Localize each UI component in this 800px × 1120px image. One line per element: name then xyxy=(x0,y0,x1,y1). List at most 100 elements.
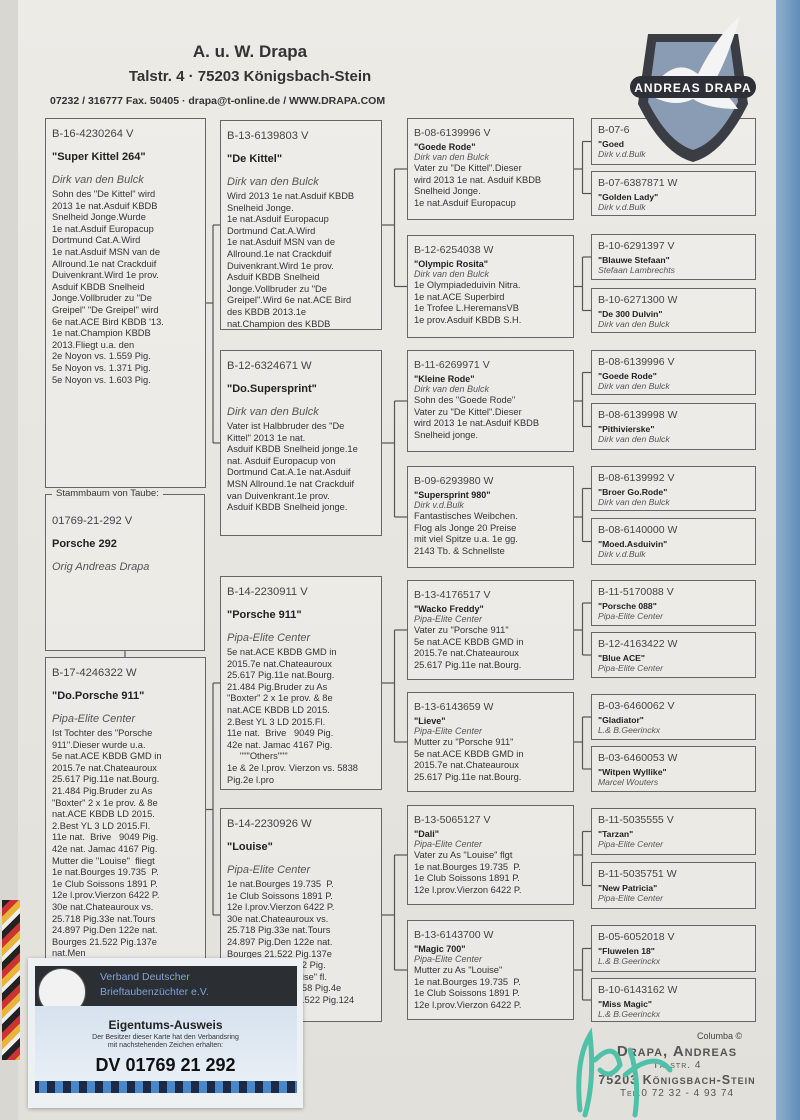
achievements: Mutter zu "Porsche 911" 5e nat.ACE KBDB … xyxy=(414,737,524,782)
achievements: 5e nat.ACE KBDB GMD in 2015.7e nat.Chate… xyxy=(227,647,358,785)
breeder-name: Pipa-Elite Center xyxy=(414,726,483,736)
card-text-line-2: mit nachstehenden Zeichen erhalten: xyxy=(107,1042,224,1049)
ring-number: B-17-4246322 W xyxy=(52,667,137,679)
breeder-name: Dirk van den Bulck xyxy=(598,497,670,507)
pigeon-box: B-11-5035555 V "Tarzan" Pipa-Elite Center xyxy=(591,808,756,855)
org-line-1: Verband Deutscher xyxy=(100,971,190,983)
ring-number: B-05-6052018 V xyxy=(598,931,675,943)
card-ring-number: DV 01769 21 292 xyxy=(95,1055,236,1075)
ring-number: B-07-6 xyxy=(598,124,630,136)
breeder-name: Dirk van den Bulck xyxy=(52,174,144,186)
breeder-name: Marcel Wouters xyxy=(598,777,659,787)
ring-number: B-07-6387871 W xyxy=(598,177,678,189)
pigeon-box: B-07-6387871 W "Golden Lady" Dirk v.d.Bulk xyxy=(591,171,756,216)
pigeon-name: "Goed xyxy=(598,139,625,149)
flag-stripes xyxy=(2,900,20,1060)
pigeon-box: B-12-6324671 W "Do.Supersprint" Dirk van d… xyxy=(220,350,382,536)
pigeon-box: B-14-2230911 V "Porsche 911" Pipa-Elite Ce… xyxy=(220,576,382,790)
copyright: Columba © xyxy=(697,1031,743,1041)
pigeon-box: B-10-6291397 V "Blauwe Stefaan" Stefaan La… xyxy=(591,234,756,280)
breeder-name: Pipa-Elite Center xyxy=(52,713,136,725)
pigeon-box: B-12-6254038 W "Olympic Rosita" Dirk van d… xyxy=(407,235,574,338)
ring-number: B-10-6291397 V xyxy=(598,240,675,252)
stamp-street: Talstr. 4 xyxy=(652,1060,702,1071)
ring-number: B-11-5035555 V xyxy=(598,814,674,826)
breeder-name: Dirk van den Bulck xyxy=(598,434,670,444)
breeder-name: Stefaan Lambrechts xyxy=(598,265,675,275)
pigeon-box: B-03-6460053 W "Witpen Wyllike" Marcel Wou… xyxy=(591,746,756,792)
ring-number: B-13-6143700 W xyxy=(414,929,494,941)
breeder-name: Pipa-Elite Center xyxy=(227,864,311,876)
pigeon-name: "New Patricia" xyxy=(598,883,658,893)
pigeon-name: "De 300 Dulvin" xyxy=(598,309,663,319)
ring-number: B-13-5065127 V xyxy=(414,814,491,826)
pigeon-name: "Witpen Wyllike" xyxy=(598,767,667,777)
breeder-name: Pipa-Elite Center xyxy=(598,893,663,903)
breeder-name: Pipa-Elite Center xyxy=(598,663,663,673)
pigeon-name: "Blue ACE" xyxy=(598,653,645,663)
ring-number: B-12-6254038 W xyxy=(414,244,494,256)
pigeon-box: B-11-6269971 V "Kleine Rode" Dirk van den … xyxy=(407,350,574,452)
subject-label: Stammbaum von Taube: xyxy=(52,488,163,499)
pigeon-box: B-05-6052018 V "Fluwelen 18" L.& B.Geerinc… xyxy=(591,925,756,972)
pigeon-box: B-13-6139803 V "De Kittel" Dirk van den Bu… xyxy=(220,120,382,330)
achievements: Sohn des "Goede Rode" Vater zu "De Kitte… xyxy=(414,395,540,440)
pigeon-box: B-17-4246322 W "Do.Porsche 911" Pipa-Elite… xyxy=(45,657,206,962)
pigeon-name: "Do.Porsche 911" xyxy=(52,690,145,702)
pigeon-name: "Gladiator" xyxy=(598,715,644,725)
card-body xyxy=(35,1006,297,1091)
breeder-name: L.& B.Geerinckx xyxy=(598,956,661,966)
subject-name: Porsche 292 xyxy=(52,538,117,550)
loft-contact: 07232 / 316777 Fax. 50405 · drapa@t-onli… xyxy=(50,95,386,107)
pigeon-name: "Super Kittel 264" xyxy=(52,151,146,163)
achievements: Vater zu As "Louise" flgt 1e nat.Bourges… xyxy=(414,850,522,895)
ring-number: B-11-5170088 V xyxy=(598,586,674,598)
pigeon-name: "Miss Magic" xyxy=(598,999,652,1009)
achievements: Vater zu "Porsche 911" 5e nat.ACE KBDB G… xyxy=(414,625,524,670)
subject-breeder: Orig Andreas Drapa xyxy=(52,561,150,573)
ring-number: B-12-4163422 W xyxy=(598,638,678,650)
card-pattern xyxy=(35,1081,297,1093)
pigeon-box: B-13-5065127 V "Dali" Pipa-Elite Center Vat… xyxy=(407,805,574,905)
pigeon-name: "Tarzan" xyxy=(598,829,634,839)
pigeon-box: B-16-4230264 V "Super Kittel 264" Dirk van… xyxy=(45,118,206,488)
ring-number: B-11-5035751 W xyxy=(598,868,677,880)
ring-number: B-13-6139803 V xyxy=(227,130,309,142)
subject-ring: 01769-21-292 V xyxy=(52,515,133,527)
pigeon-name: "Magic 700" xyxy=(414,944,466,954)
achievements: 1e Olympiadeduivin Nitra. 1e nat.ACE Sup… xyxy=(414,280,522,325)
pigeon-name: "Moed.Asduivin" xyxy=(598,539,668,549)
pigeon-name: "Golden Lady" xyxy=(598,192,659,202)
achievements: Ist Tochter des "Porsche 911".Dieser wur… xyxy=(52,728,162,959)
pigeon-name: "Blauwe Stefaan" xyxy=(598,255,670,265)
pigeon-box: B-10-6271300 W "De 300 Dulvin" Dirk van de… xyxy=(591,288,756,333)
andreas-drapa-logo: ANDREAS DRAPA xyxy=(630,16,756,162)
pigeon-box: B-10-6143162 W "Miss Magic" L.& B.Geerinck… xyxy=(591,978,756,1022)
breeder-name: Pipa-Elite Center xyxy=(227,632,311,644)
pigeon-name: "Lieve" xyxy=(414,716,446,726)
pigeon-box: B-08-6139992 V "Broer Go.Rode" Dirk van de… xyxy=(591,466,756,511)
pigeon-box: B-03-6460062 V "Gladiator" L.& B.Geerinckx xyxy=(591,694,756,740)
logo-text: ANDREAS DRAPA xyxy=(634,81,751,95)
pigeon-name: "Supersprint 980" xyxy=(414,490,491,500)
pigeon-name: "Kleine Rode" xyxy=(414,374,475,384)
ring-number: B-16-4230264 V xyxy=(52,128,134,140)
ring-number: B-08-6139998 W xyxy=(598,409,678,421)
pigeon-name: "Fluwelen 18" xyxy=(598,946,655,956)
pigeon-name: "Louise" xyxy=(227,841,273,853)
breeder-name: Dirk van den Bulck xyxy=(414,384,490,394)
ring-number: B-08-6139996 V xyxy=(414,127,491,139)
pigeon-box: B-13-6143659 W "Lieve" Pipa-Elite Center Mu… xyxy=(407,692,574,792)
breeder-name: Pipa-Elite Center xyxy=(414,954,483,964)
achievements: 1e nat.Bourges 19.735 P. 1e Club Soisson… xyxy=(227,879,355,1005)
card-title: Eigentums-Ausweis xyxy=(108,1018,223,1032)
background-edge xyxy=(0,0,20,1120)
pigeon-name: "Broer Go.Rode" xyxy=(598,487,668,497)
background-edge-blue xyxy=(776,0,800,1120)
subject-pigeon-box: 01769-21-292 V Porsche 292 Orig Andreas … xyxy=(45,494,205,651)
loft-address: Talstr. 4 · 75203 Königsbach-Stein xyxy=(128,68,372,85)
ownership-card: Verband Deutscher Brieftaubenzüchter e.V.… xyxy=(28,958,303,1108)
breeder-name: L.& B.Geerinckx xyxy=(598,725,661,735)
ring-number: B-14-2230911 V xyxy=(227,586,308,598)
